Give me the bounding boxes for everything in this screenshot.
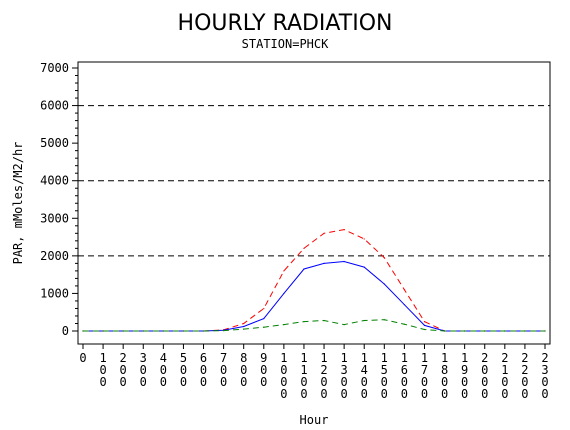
- series-3-point: [303, 321, 305, 323]
- y-tick-label: 2000: [40, 249, 69, 263]
- series-3-point: [504, 330, 506, 332]
- series-1-point: [323, 232, 325, 234]
- series-2-point: [303, 268, 305, 270]
- series-2-point: [243, 325, 245, 328]
- series-2-point: [263, 318, 265, 320]
- series-1-point: [263, 307, 265, 310]
- series-3-point: [544, 330, 546, 332]
- series-2-point: [283, 292, 285, 295]
- series-3-point: [464, 330, 466, 332]
- series-2-point: [363, 266, 365, 268]
- chart-title: HOURLY RADIATION: [178, 11, 393, 36]
- series-group: [82, 228, 546, 332]
- reference-lines: [78, 105, 550, 257]
- series-3-point: [142, 330, 144, 332]
- x-axis: 0 1 0 0 2 0 0 3 0 0 4 0 0 5 0 0 6 0 0 7 0 0 8 0 0 9 0 0 1 0 0 0 1 1 0 0 1 2 0 0…: [79, 344, 549, 401]
- plot-frame: [77, 61, 551, 345]
- series-3-point: [343, 324, 345, 326]
- y-tick-label: 6000: [40, 99, 69, 113]
- series-3-point: [383, 319, 385, 321]
- series-3-point: [363, 319, 365, 322]
- series-3-point: [423, 328, 426, 331]
- series-1-point: [243, 322, 245, 325]
- series-3-point: [182, 330, 185, 332]
- series-1-point: [403, 289, 405, 291]
- chart-subtitle: STATION=PHCK: [242, 37, 329, 51]
- series-3-point: [403, 323, 405, 325]
- y-tick-label: 7000: [40, 61, 69, 75]
- series-3-point: [283, 324, 285, 326]
- y-axis-label: PAR, mMoles/M2/hr: [11, 142, 25, 265]
- series-3-point: [484, 330, 486, 332]
- series-3-point: [263, 326, 265, 328]
- y-tick-label: 3000: [40, 211, 69, 225]
- series-3-point: [443, 330, 446, 332]
- series-3-point: [243, 328, 245, 330]
- series-line-2: [83, 260, 545, 332]
- series-1-point: [303, 247, 305, 249]
- x-axis-label: Hour: [300, 413, 329, 427]
- y-tick-label: 1000: [40, 286, 69, 300]
- series-1-point: [343, 228, 345, 231]
- series-1-point: [383, 257, 385, 259]
- series-3-point: [323, 319, 325, 322]
- series-line-3: [83, 319, 545, 332]
- y-axis: 0 1000 2000 3000 4000 5000 6000 7000: [40, 61, 78, 338]
- series-1-point: [363, 238, 365, 240]
- series-2-point: [343, 260, 345, 263]
- series-3-point: [524, 330, 526, 332]
- series-2-point: [423, 324, 426, 326]
- series-line-1: [83, 229, 545, 332]
- series-3-point: [102, 330, 104, 332]
- series-3-point: [82, 330, 84, 332]
- series-3-point: [162, 330, 164, 332]
- series-3-point: [202, 330, 205, 332]
- series-1-point: [423, 321, 426, 323]
- series-1-point: [283, 270, 285, 272]
- series-3-point: [122, 330, 124, 332]
- series-2-point: [383, 283, 385, 285]
- series-3-point: [223, 330, 225, 332]
- series-2-point: [403, 304, 405, 306]
- series-2-point: [323, 262, 325, 264]
- y-tick-label: 0: [62, 324, 69, 338]
- y-tick-label: 5000: [40, 136, 69, 150]
- x-tick-label: 0: [79, 351, 86, 365]
- y-tick-label: 4000: [40, 174, 69, 188]
